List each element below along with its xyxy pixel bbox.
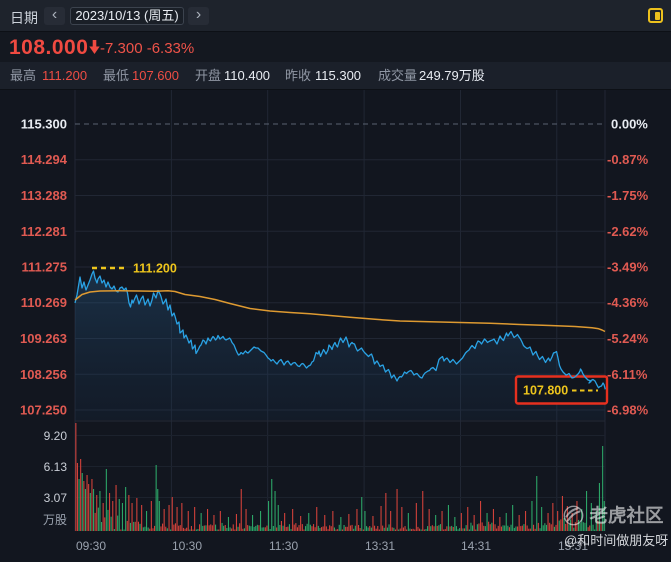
svg-text:10:30: 10:30 — [172, 539, 202, 553]
svg-text:0.00%: 0.00% — [611, 117, 648, 132]
svg-text:6.13: 6.13 — [44, 460, 68, 474]
svg-text:-1.75%: -1.75% — [607, 188, 649, 203]
svg-text:9.20: 9.20 — [44, 429, 68, 443]
svg-text:11:30: 11:30 — [269, 539, 298, 553]
svg-text:-3.49%: -3.49% — [607, 260, 649, 275]
svg-text:13:31: 13:31 — [365, 539, 395, 553]
svg-text:老虎社区: 老虎社区 — [590, 505, 664, 526]
svg-text:112.281: 112.281 — [21, 224, 67, 239]
svg-text:@和时间做朋友呀: @和时间做朋友呀 — [564, 533, 668, 548]
svg-text:-6.11%: -6.11% — [607, 367, 648, 382]
svg-text:-4.36%: -4.36% — [607, 295, 649, 310]
svg-text:万股: 万股 — [43, 513, 67, 527]
svg-text:-5.24%: -5.24% — [607, 331, 649, 346]
svg-text:108.256: 108.256 — [20, 367, 67, 382]
svg-text:110.269: 110.269 — [21, 295, 67, 310]
svg-text:115.300: 115.300 — [21, 117, 67, 132]
svg-text:107.250: 107.250 — [20, 403, 67, 418]
svg-text:114.294: 114.294 — [21, 152, 68, 167]
svg-text:09:30: 09:30 — [76, 539, 106, 553]
svg-text:113.288: 113.288 — [21, 188, 67, 203]
svg-text:-6.98%: -6.98% — [607, 403, 649, 418]
svg-text:14:31: 14:31 — [461, 539, 491, 553]
svg-text:-2.62%: -2.62% — [607, 224, 649, 239]
svg-text:109.263: 109.263 — [20, 331, 67, 346]
svg-text:-0.87%: -0.87% — [607, 152, 649, 167]
svg-text:3.07: 3.07 — [44, 491, 68, 505]
svg-text:15:31: 15:31 — [558, 539, 588, 553]
svg-text:107.800: 107.800 — [523, 384, 568, 398]
svg-text:111.200: 111.200 — [133, 262, 177, 276]
svg-text:111.275: 111.275 — [21, 260, 67, 275]
